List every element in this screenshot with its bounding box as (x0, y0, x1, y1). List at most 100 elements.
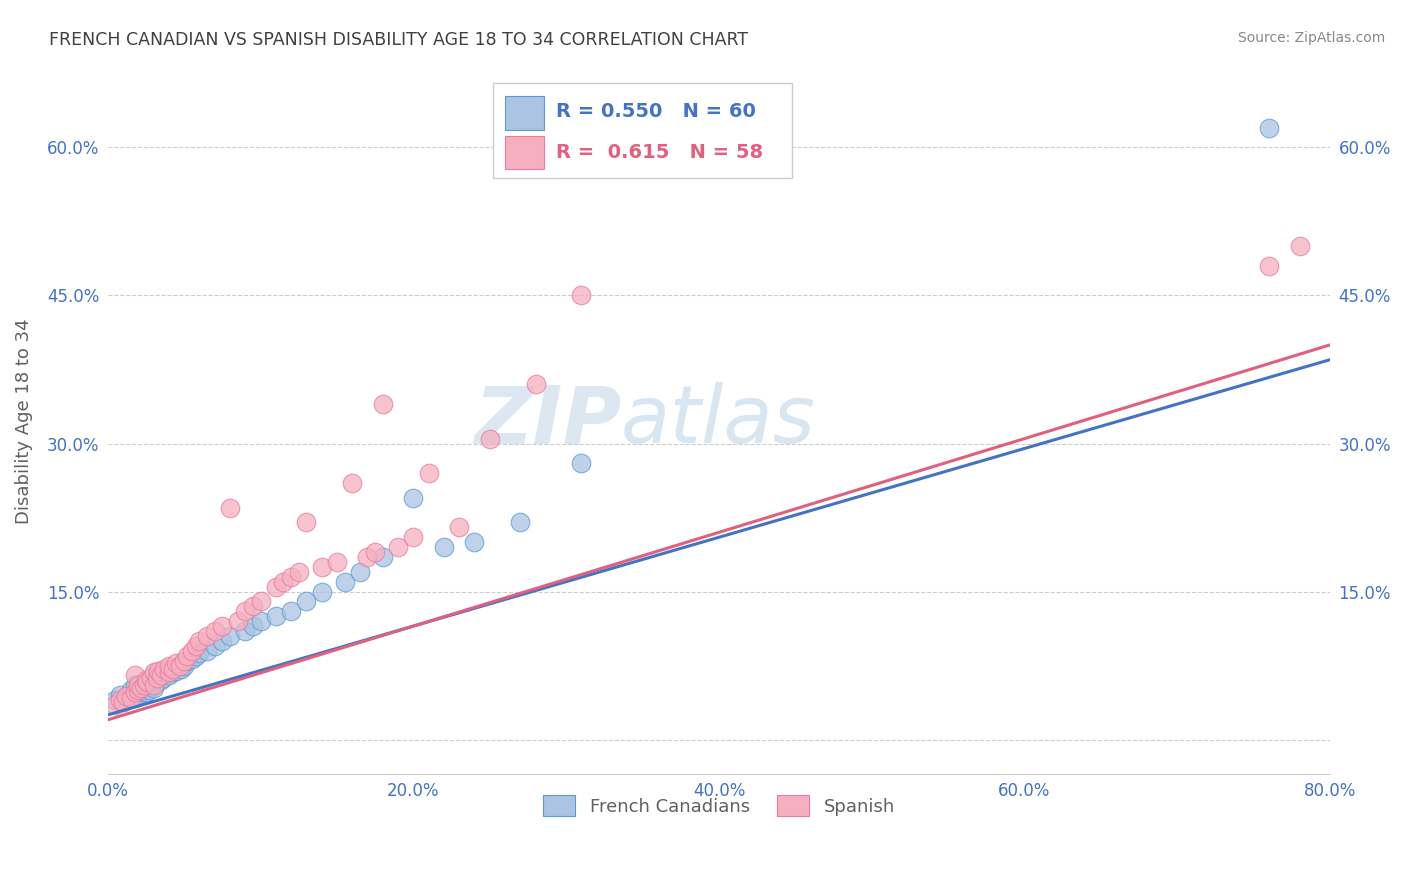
Point (145, 675, 167, 690)
Point (195, 629, 218, 643)
Point (356, 549, 378, 564)
Point (186, 639, 208, 653)
Point (124, 668, 146, 682)
Point (280, 604, 302, 618)
Point (127, 688, 149, 702)
Point (371, 397, 394, 411)
Point (127, 683, 149, 698)
Point (311, 584, 333, 599)
Point (449, 520, 471, 534)
Point (180, 644, 202, 658)
Text: R = 0.550   N = 60: R = 0.550 N = 60 (557, 102, 756, 121)
Point (135, 673, 157, 688)
Point (145, 672, 167, 686)
Point (150, 673, 173, 688)
Point (157, 664, 180, 678)
Point (131, 685, 153, 699)
Point (150, 668, 173, 682)
Point (131, 681, 153, 696)
Point (142, 673, 165, 688)
Point (131, 678, 153, 692)
Point (111, 695, 134, 709)
Point (226, 614, 249, 628)
Point (233, 604, 256, 618)
Point (204, 639, 226, 653)
Point (160, 665, 183, 680)
Point (176, 648, 198, 663)
Point (280, 570, 302, 584)
Point (188, 633, 211, 648)
Point (402, 491, 425, 505)
Point (139, 672, 162, 686)
Point (108, 693, 131, 707)
Point (157, 668, 180, 682)
Point (204, 624, 226, 638)
Point (146, 668, 169, 682)
FancyBboxPatch shape (492, 83, 793, 178)
Point (295, 594, 318, 608)
Point (155, 665, 177, 680)
Point (127, 683, 149, 698)
Point (142, 665, 165, 680)
Point (349, 565, 371, 579)
Point (195, 644, 218, 658)
Point (124, 691, 146, 706)
Text: Source: ZipAtlas.com: Source: ZipAtlas.com (1237, 31, 1385, 45)
Point (166, 656, 188, 670)
Point (1258, 120, 1281, 135)
Point (571, 456, 593, 470)
Point (169, 658, 191, 673)
Text: atlas: atlas (621, 383, 815, 460)
FancyBboxPatch shape (505, 136, 544, 169)
Point (326, 555, 349, 569)
Point (1288, 239, 1310, 253)
Point (1258, 259, 1281, 273)
Point (402, 530, 425, 544)
Point (186, 648, 208, 663)
Point (127, 678, 149, 692)
Point (104, 693, 127, 707)
Point (463, 535, 485, 549)
Point (167, 658, 190, 673)
Point (418, 466, 440, 480)
Point (264, 580, 287, 594)
Point (132, 683, 155, 698)
Point (233, 624, 256, 638)
Point (139, 672, 162, 686)
Point (295, 516, 318, 530)
Point (311, 560, 333, 574)
Point (135, 675, 157, 690)
Point (135, 685, 157, 699)
Y-axis label: Disability Age 18 to 34: Disability Age 18 to 34 (15, 318, 32, 524)
Point (170, 661, 193, 675)
Point (111, 695, 134, 709)
Point (242, 619, 264, 633)
Point (115, 691, 138, 706)
Point (139, 675, 162, 690)
Point (364, 545, 387, 559)
Point (157, 658, 180, 673)
Point (138, 683, 160, 698)
Point (108, 688, 131, 702)
Text: ZIP: ZIP (474, 383, 621, 460)
Point (188, 646, 211, 660)
Point (211, 619, 233, 633)
Point (478, 432, 501, 446)
Point (124, 678, 146, 692)
Point (509, 516, 531, 530)
Text: R =  0.615   N = 58: R = 0.615 N = 58 (557, 143, 763, 162)
Point (136, 678, 159, 692)
Point (342, 475, 364, 490)
FancyBboxPatch shape (505, 96, 544, 130)
Point (134, 681, 156, 696)
Point (162, 661, 184, 675)
Point (176, 654, 198, 668)
Point (219, 629, 242, 643)
Point (134, 678, 156, 692)
Point (249, 614, 271, 628)
Point (387, 540, 409, 554)
Point (173, 658, 195, 673)
Point (124, 685, 146, 699)
Point (120, 691, 142, 706)
Point (287, 565, 309, 579)
